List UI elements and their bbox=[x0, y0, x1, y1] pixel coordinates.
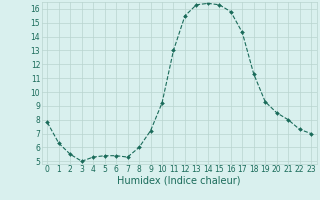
X-axis label: Humidex (Indice chaleur): Humidex (Indice chaleur) bbox=[117, 176, 241, 186]
